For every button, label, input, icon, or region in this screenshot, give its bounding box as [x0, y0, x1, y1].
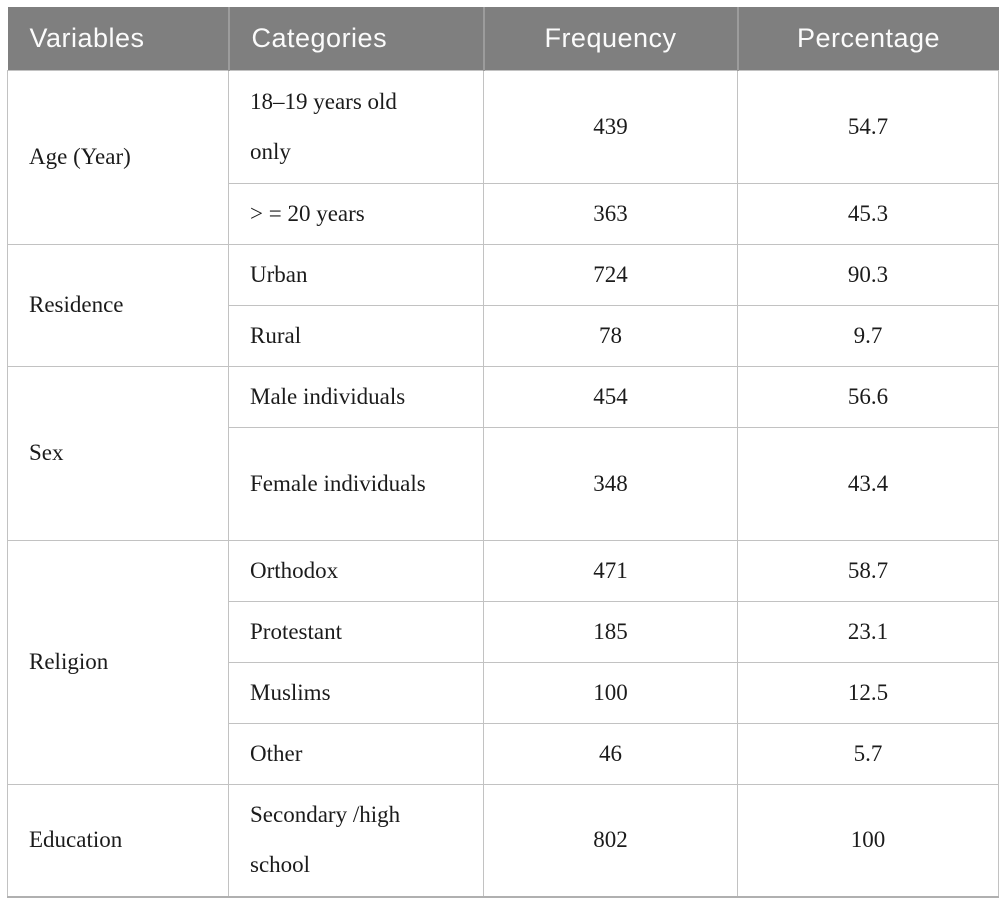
table-row: Residence Urban 724 90.3: [7, 243, 999, 367]
percentage-cell: 43.4: [737, 426, 999, 541]
category-cell: 18–19 years old only: [228, 69, 484, 184]
category-cell: > = 20 years: [228, 182, 484, 245]
category-cell: Urban: [228, 243, 484, 306]
table-row: > = 20 years 363 45.3: [8, 182, 999, 245]
category-text: Urban: [250, 262, 308, 288]
percentage-cell: 54.7: [737, 69, 999, 184]
category-cell: Rural: [228, 304, 484, 367]
percentage-cell: 56.6: [737, 365, 999, 428]
table-row: Female individuals 348 43.4: [8, 426, 999, 541]
category-text: Rural: [250, 323, 302, 349]
category-cell: Secondary /high school: [228, 783, 484, 898]
category-text: > = 20 years: [250, 201, 365, 227]
variable-cell-religion: Religion: [7, 539, 229, 785]
category-cell: Male individuals: [228, 365, 484, 428]
percentage-cell: 12.5: [737, 661, 999, 724]
table-header-row: Variables Categories Frequency Percentag…: [7, 7, 999, 70]
table-row: Muslims 100 12.5: [8, 661, 999, 724]
category-text: Protestant: [250, 619, 342, 645]
percentage-cell: 9.7: [737, 304, 999, 367]
percentage-cell: 100: [737, 783, 999, 898]
frequency-cell: 802: [483, 783, 738, 898]
column-header-categories: Categories: [227, 7, 484, 70]
table-row: Other 46 5.7: [8, 722, 999, 785]
category-cell: Female individuals: [228, 426, 484, 541]
frequency-cell: 471: [483, 539, 738, 602]
variable-cell-education: Education: [7, 783, 229, 898]
percentage-cell: 90.3: [737, 243, 999, 306]
variable-cell-residence: Residence: [7, 243, 229, 367]
frequency-cell: 363: [483, 182, 738, 245]
demographics-table: Variables Categories Frequency Percentag…: [7, 7, 999, 898]
table-row: Rural 78 9.7: [8, 304, 999, 367]
percentage-cell: 45.3: [737, 182, 999, 245]
category-text: Secondary /high school: [250, 802, 401, 878]
frequency-cell: 185: [483, 600, 738, 663]
percentage-cell: 23.1: [737, 600, 999, 663]
frequency-cell: 724: [483, 243, 738, 306]
frequency-cell: 100: [483, 661, 738, 724]
category-text: 18–19 years old only: [250, 88, 397, 164]
category-text: Male individuals: [250, 384, 406, 410]
frequency-cell: 78: [483, 304, 738, 367]
category-cell: Protestant: [228, 600, 484, 663]
frequency-cell: 348: [483, 426, 738, 541]
category-cell: Muslims: [228, 661, 484, 724]
table-row: Protestant 185 23.1: [8, 600, 999, 663]
category-text: Other: [250, 741, 303, 767]
frequency-cell: 454: [483, 365, 738, 428]
variable-cell-sex: Sex: [7, 365, 229, 541]
category-text: Female individuals: [250, 471, 426, 497]
category-cell: Orthodox: [228, 539, 484, 602]
column-header-percentage: Percentage: [736, 7, 999, 70]
frequency-cell: 46: [483, 722, 738, 785]
table-row: Education Secondary /high school 802 100: [7, 783, 999, 898]
percentage-cell: 5.7: [737, 722, 999, 785]
percentage-cell: 58.7: [737, 539, 999, 602]
table-row: Religion Orthodox 471 58.7: [7, 539, 999, 785]
category-text: Orthodox: [250, 558, 339, 584]
table-row: Age (Year) 18–19 years old only 439 54.7: [7, 69, 999, 245]
column-header-variables: Variables: [7, 7, 229, 70]
frequency-cell: 439: [483, 69, 738, 184]
category-cell: Other: [228, 722, 484, 785]
variable-cell-age: Age (Year): [7, 69, 229, 245]
column-header-frequency: Frequency: [482, 7, 738, 70]
category-text: Muslims: [250, 680, 331, 706]
table-row: Sex Male individuals 454 56.6: [7, 365, 999, 541]
